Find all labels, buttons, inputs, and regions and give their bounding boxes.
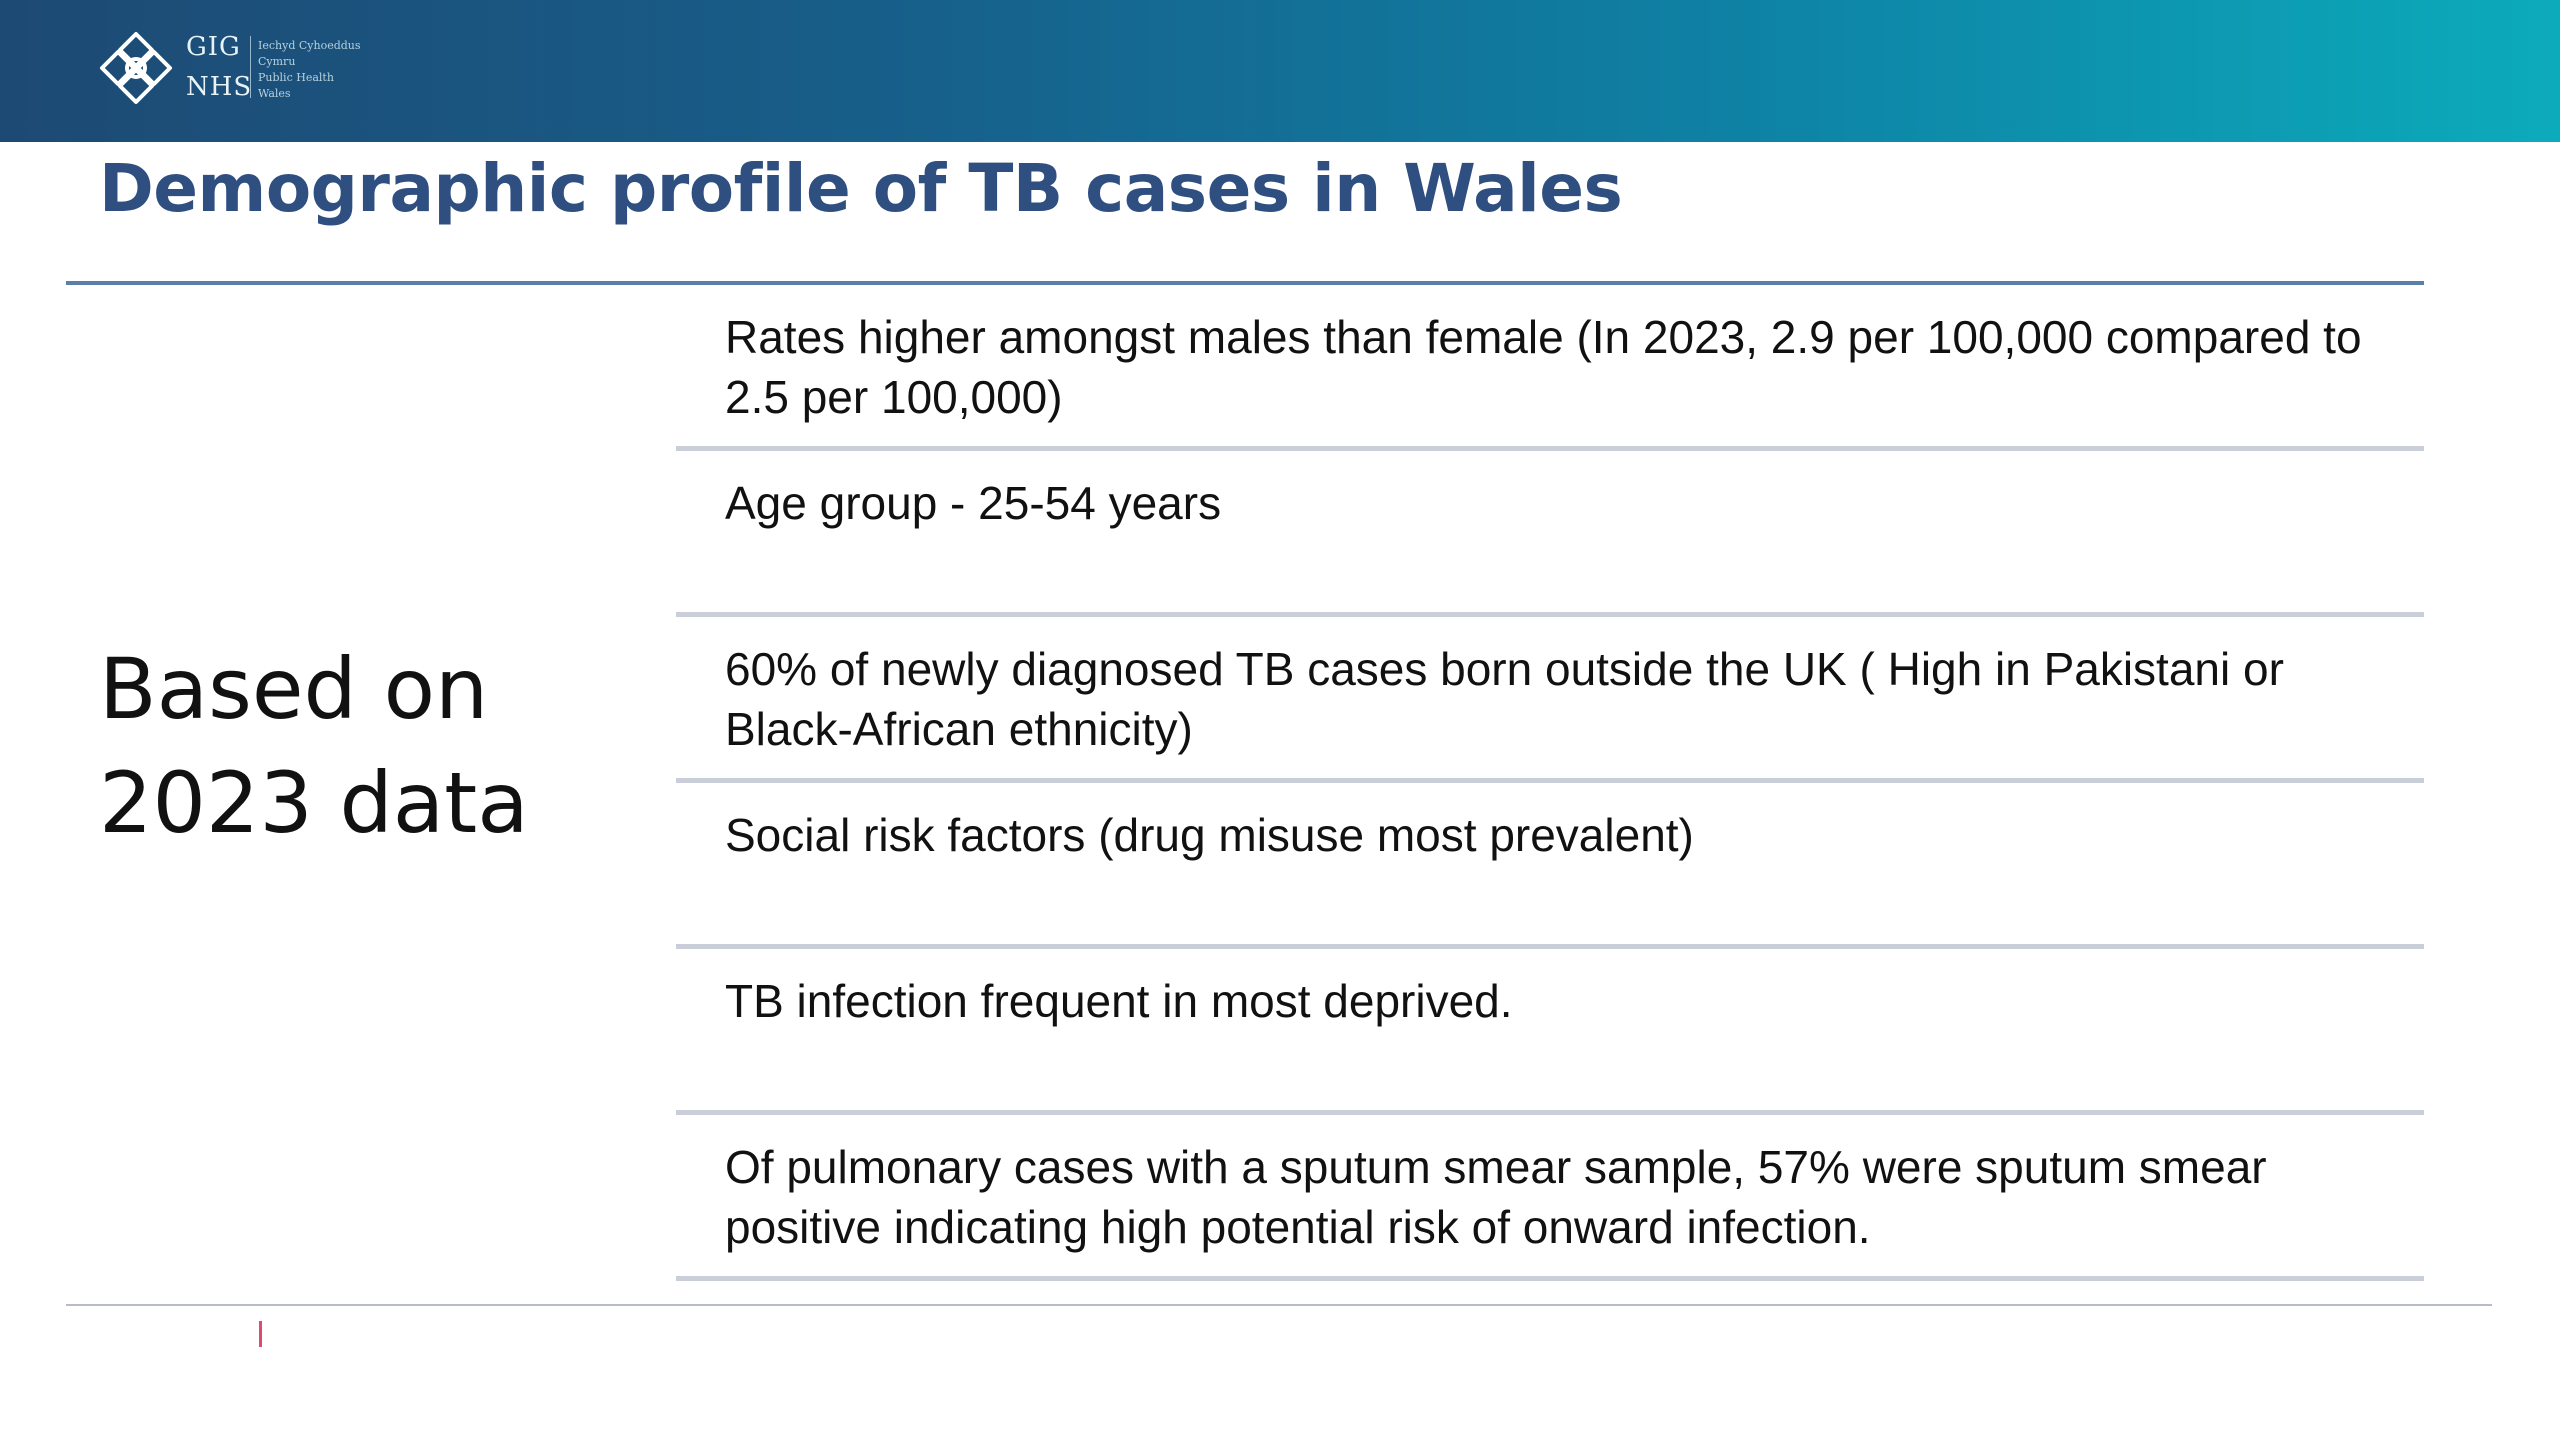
logo-sub-line: Cymru [258, 55, 296, 68]
demographic-list: Rates higher amongst males than female (… [676, 285, 2424, 1281]
list-item-text: Rates higher amongst males than female (… [725, 311, 2362, 423]
logo-sub-line: Wales [258, 87, 291, 100]
list-item-text: 60% of newly diagnosed TB cases born out… [725, 643, 2284, 755]
logo-wordmark: GIG NHS [186, 34, 252, 100]
list-item-text: Social risk factors (drug misuse most pr… [725, 809, 1694, 861]
logo-gig-text: GIG [186, 32, 241, 62]
nhs-wales-logo: GIG NHS Iechyd Cyhoeddus Cymru Public He… [96, 28, 396, 112]
slide-title: Demographic profile of TB cases in Wales [99, 150, 1623, 227]
header-banner: GIG NHS Iechyd Cyhoeddus Cymru Public He… [0, 0, 2560, 142]
list-item: Age group - 25-54 years [676, 451, 2424, 617]
logo-separator [250, 36, 251, 98]
list-item-text: Age group - 25-54 years [725, 477, 1222, 529]
list-item: Rates higher amongst males than female (… [676, 285, 2424, 451]
logo-sub-line: Iechyd Cyhoeddus [258, 39, 361, 52]
list-item-text: Of pulmonary cases with a sputum smear s… [725, 1141, 2267, 1253]
logo-nhs-text: NHS [186, 72, 253, 102]
list-item: 60% of newly diagnosed TB cases born out… [676, 617, 2424, 783]
title-divider [66, 281, 2424, 285]
logo-subtitle: Iechyd Cyhoeddus Cymru Public Health Wal… [258, 38, 361, 102]
list-item: Social risk factors (drug misuse most pr… [676, 783, 2424, 949]
list-item: Of pulmonary cases with a sputum smear s… [676, 1115, 2424, 1281]
list-item: TB infection frequent in most deprived. [676, 949, 2424, 1115]
list-item-text: TB infection frequent in most deprived. [725, 975, 1513, 1027]
footer-accent-mark [259, 1321, 262, 1347]
logo-sub-line: Public Health [258, 71, 334, 84]
footer-divider [66, 1304, 2492, 1306]
celtic-knot-icon [100, 32, 172, 104]
side-label: Based on 2023 data [99, 640, 529, 852]
